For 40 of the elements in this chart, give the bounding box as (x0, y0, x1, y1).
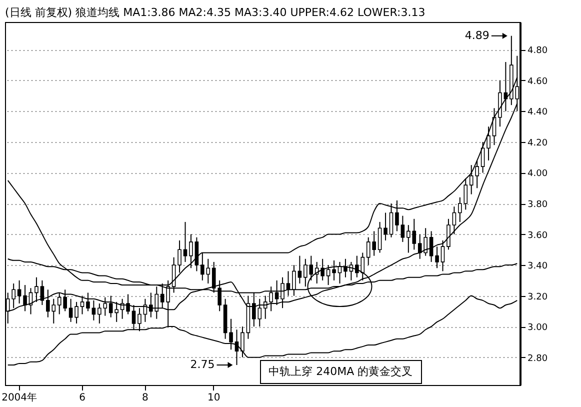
candlestick (486, 126, 490, 161)
candlestick (440, 240, 445, 272)
candlestick (240, 326, 244, 358)
candlestick (384, 212, 388, 241)
y-tick-label: 4.20 (528, 138, 548, 148)
annotation: 2.75 (190, 358, 215, 372)
candlestick (389, 203, 394, 238)
y-tick-label: 4.40 (528, 108, 548, 118)
candlestick (34, 276, 38, 302)
x-tick-label: 6 (79, 392, 86, 404)
y-tick-label: 3.00 (528, 323, 548, 334)
y-tick-label: 2.80 (528, 354, 548, 364)
y-tick-label: 3.60 (528, 230, 548, 241)
candlestick (68, 298, 73, 322)
candlestick (378, 221, 382, 254)
candlestick (17, 280, 22, 304)
y-tick-label: 3.20 (528, 292, 548, 302)
candlestick (435, 246, 439, 269)
candlestick (183, 221, 188, 262)
candlestick (74, 301, 78, 324)
y-tick-label: 3.80 (528, 200, 548, 210)
candlestick (189, 234, 193, 269)
candlestick (446, 218, 450, 250)
y-tick-label: 3.40 (528, 262, 548, 272)
candlestick (395, 200, 399, 232)
y-tick-label: 4.80 (528, 46, 548, 56)
candlestick (178, 240, 182, 274)
candlestick (229, 318, 233, 350)
candlestick (326, 264, 330, 286)
y-tick-label: 4.60 (528, 76, 548, 87)
x-tick-label: 10 (207, 392, 220, 404)
chart-title: (日线 前复权) 狼道均线 MA1:3.86 MA2:4.35 MA3:3.40 UPPER:4.62 LOWER:3.13 (5, 6, 426, 19)
y-tick-label: 4.00 (528, 169, 548, 180)
candlestick (452, 206, 456, 235)
x-tick-label: 2004年 (2, 392, 38, 404)
x-tick-label: 8 (142, 392, 148, 404)
candlestick (400, 215, 405, 242)
candlestick (332, 260, 336, 281)
annotation: 4.89 (464, 28, 490, 42)
annotation: 中轨上穿 240MA 的黄金交叉 (260, 360, 422, 384)
